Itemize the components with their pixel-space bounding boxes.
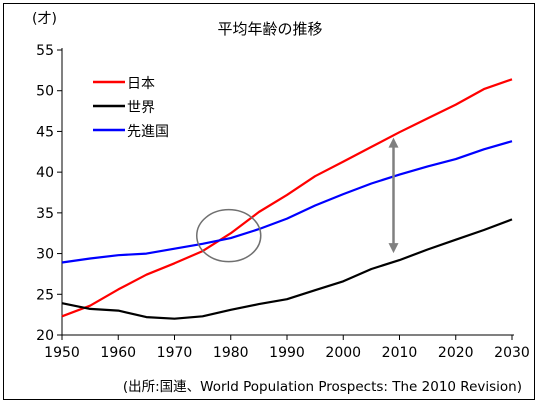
gap-arrow-head-down — [388, 243, 399, 254]
y-tick-label: 25 — [36, 287, 54, 303]
x-tick-label: 1980 — [213, 345, 249, 361]
y-tick-label: 40 — [36, 165, 54, 181]
series-line-2 — [61, 218, 513, 320]
x-tick-label: 2020 — [438, 345, 474, 361]
y-tick-label: 45 — [36, 124, 54, 140]
legend-label-1: 日本 — [127, 76, 155, 92]
x-tick-label: 1950 — [44, 345, 80, 361]
y-tick-label: 30 — [36, 247, 54, 263]
legend-label-2: 世界 — [127, 100, 155, 116]
axes — [57, 48, 514, 340]
y-tick-labels: 20 25 30 35 40 45 50 55 — [36, 43, 54, 344]
x-tick-labels: 1950 1960 1970 1980 1990 2000 2010 2020 2030 — [44, 345, 530, 361]
highlight-ellipse — [196, 208, 262, 263]
gap-arrow-head-up — [388, 137, 399, 148]
series-lines — [61, 78, 513, 320]
series-line-3 — [61, 140, 513, 264]
x-tick-label: 2010 — [382, 345, 418, 361]
y-axis-unit-label: (才) — [32, 11, 57, 27]
x-tick-label: 1970 — [157, 345, 193, 361]
legend-label-3: 先進国 — [127, 124, 169, 140]
chart-title: 平均年齢の推移 — [217, 20, 322, 38]
y-tick-label: 55 — [36, 43, 54, 59]
y-tick-label: 20 — [36, 328, 54, 344]
x-tick-label: 1990 — [269, 345, 305, 361]
y-tick-label: 35 — [36, 206, 54, 222]
y-tick-label: 50 — [36, 84, 54, 100]
series-line-1 — [61, 78, 513, 318]
annotations — [196, 137, 399, 263]
source-note: (出所:国連、World Population Prospects: The 2… — [123, 379, 522, 395]
chart-frame — [3, 3, 535, 400]
x-tick-label: 2000 — [325, 345, 361, 361]
x-tick-label: 1960 — [100, 345, 136, 361]
x-tick-label: 2030 — [494, 345, 530, 361]
